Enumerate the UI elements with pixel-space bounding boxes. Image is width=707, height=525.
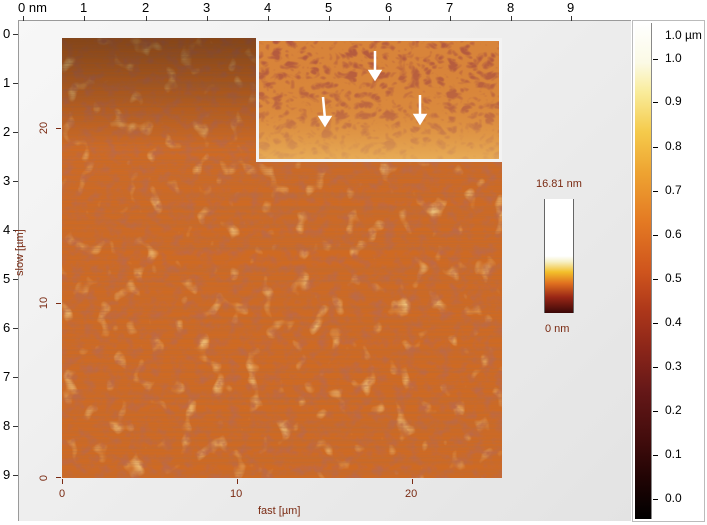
left-ruler-label: 6 <box>3 320 11 335</box>
mini-height-scale <box>542 193 574 321</box>
top-ruler-tick <box>450 16 451 21</box>
top-ruler-label: 6 <box>385 0 393 15</box>
left-ruler-tick <box>13 377 18 378</box>
top-ruler-tick <box>389 16 390 21</box>
left-ruler-tick <box>13 475 18 476</box>
colorbar-label: 0.9 <box>665 94 682 108</box>
left-ruler-label: 7 <box>3 369 11 384</box>
colorbar-tick <box>653 455 658 456</box>
colorbar-label: 0.1 <box>665 447 682 461</box>
inset-micrograph <box>256 38 502 162</box>
x-axis-tick <box>62 479 63 484</box>
left-ruler-label: 0 <box>3 26 11 41</box>
left-ruler-label: 8 <box>3 418 11 433</box>
left-ruler-tick <box>13 426 18 427</box>
left-ruler-tick <box>13 83 18 84</box>
y-axis-tick <box>56 477 61 478</box>
top-ruler-label: 9 <box>567 0 575 15</box>
mini-scale-bar <box>544 199 574 313</box>
colorbar-tick <box>653 279 658 280</box>
left-ruler-label: 1 <box>3 75 11 90</box>
y-axis-tick-label: 20 <box>38 121 51 135</box>
colorbar-label: 0.4 <box>665 315 682 329</box>
colorbar-tick <box>653 367 658 368</box>
mini-scale-min-label: 0 nm <box>545 323 570 335</box>
x-axis-tick <box>412 479 413 484</box>
colorbar-tick <box>653 147 658 148</box>
y-axis-tick <box>56 128 61 129</box>
y-axis-tick <box>56 303 61 304</box>
top-ruler-label: 2 <box>142 0 150 15</box>
left-ruler-tick <box>13 230 18 231</box>
colorbar-tick <box>653 102 658 103</box>
colorbar-tick <box>653 411 658 412</box>
colorbar-unit-label: 1.0 µm <box>665 28 702 42</box>
colorbar-label: 0.8 <box>665 139 682 153</box>
x-axis-tick-label: 10 <box>230 488 243 500</box>
colorbar-tick <box>653 235 658 236</box>
mini-scale-max-label: 16.81 nm <box>536 178 582 190</box>
x-axis-tick-label: 20 <box>405 488 418 500</box>
x-axis-tick-label: 0 <box>59 488 66 500</box>
left-ruler-label: 9 <box>3 467 11 482</box>
inset-texture <box>259 41 499 159</box>
top-ruler-label: 7 <box>446 0 454 15</box>
colorbar-tick <box>653 499 658 500</box>
top-ruler-tick <box>84 16 85 21</box>
top-ruler-label: 3 <box>203 0 211 15</box>
left-ruler-label: 2 <box>3 124 11 139</box>
left-ruler-label: 4 <box>3 222 11 237</box>
colorbar-tick <box>653 323 658 324</box>
colorbar-label: 0.6 <box>665 227 682 241</box>
left-ruler-tick <box>13 279 18 280</box>
top-ruler-label: 1 <box>80 0 88 15</box>
colorbar-label: 0.5 <box>665 271 682 285</box>
colorbar-label: 1.0 <box>665 51 682 65</box>
top-ruler-label: 4 <box>264 0 272 15</box>
top-ruler-label: 8 <box>507 0 515 15</box>
colorbar-label: 0.2 <box>665 403 682 417</box>
y-axis-tick-label: 10 <box>38 296 51 310</box>
y-axis-label: slow [µm] <box>14 229 26 276</box>
colorbar-tick <box>653 59 658 60</box>
colorbar-tick <box>653 191 658 192</box>
top-ruler-tick <box>23 16 24 21</box>
x-axis-tick <box>237 479 238 484</box>
x-axis-label: fast [µm] <box>258 505 301 517</box>
top-ruler-label: 5 <box>325 0 333 15</box>
top-ruler-tick <box>268 16 269 21</box>
left-ruler-label: 3 <box>3 173 11 188</box>
top-ruler-tick <box>207 16 208 21</box>
top-ruler-tick <box>571 16 572 21</box>
left-ruler-tick <box>13 328 18 329</box>
top-ruler-tick <box>511 16 512 21</box>
top-ruler-tick <box>146 16 147 21</box>
colorbar-label: 0.7 <box>665 183 682 197</box>
y-axis-tick-label: 0 <box>38 474 51 482</box>
left-ruler-tick <box>13 181 18 182</box>
arrow-markers <box>317 51 428 128</box>
colorbar-label: 0.0 <box>665 491 682 505</box>
colorbar-panel: 1.0 µm 1.0 0.9 0.8 0.7 0.6 0.5 0.4 0.3 0… <box>632 20 705 522</box>
left-ruler-label: 5 <box>3 271 11 286</box>
colorbar-gradient <box>635 23 652 519</box>
top-ruler-label: 0 nm <box>18 0 47 15</box>
top-ruler-tick <box>329 16 330 21</box>
left-ruler-tick <box>13 34 18 35</box>
colorbar-label: 0.3 <box>665 359 682 373</box>
left-ruler-tick <box>13 132 18 133</box>
